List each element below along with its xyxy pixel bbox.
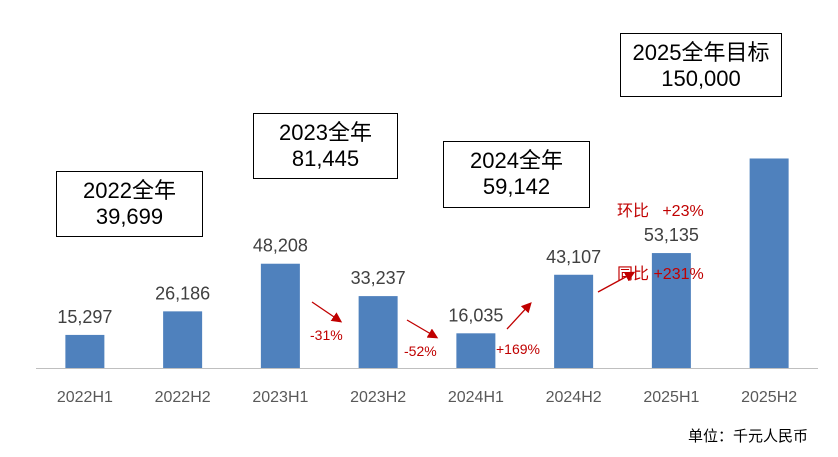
bar-2024H2 (554, 274, 594, 368)
tick-label-2025H1: 2025H1 (643, 389, 699, 406)
data-label-2025H1: 53,135 (644, 225, 699, 245)
annual-box-2023: 2023全年 81,445 (253, 113, 398, 179)
bar-2022H2 (163, 311, 203, 368)
arrow-rise-2025h1 (597, 271, 636, 293)
annual-box-2022-value: 39,699 (95, 204, 164, 229)
data-label-2023H1: 48,208 (253, 236, 308, 256)
annual-box-2024-value: 59,142 (482, 174, 551, 199)
data-label-2022H1: 15,297 (57, 307, 112, 327)
tick-label-2023H2: 2023H2 (350, 389, 406, 406)
annual-box-2023-value: 81,445 (291, 146, 360, 171)
annual-box-2024: 2024全年 59,142 (443, 141, 590, 208)
arrow-decline-2024h1 (406, 319, 439, 339)
bar-2022H1 (65, 334, 105, 368)
change-label-2024h1: -52% (404, 343, 437, 359)
change-label-2024h2: +169% (496, 341, 540, 357)
growth-rates-2025h1: 环比 +23% 同比 +231% (617, 159, 704, 306)
tick-label-2024H2: 2024H2 (546, 389, 602, 406)
yoy-rate: 同比 +231% (617, 266, 704, 283)
qoq-rate: 环比 +23% (617, 203, 704, 220)
tick-label-2022H2: 2022H2 (155, 389, 211, 406)
arrow-rise-2024h2 (506, 302, 532, 330)
change-label-2023h2: -31% (310, 327, 343, 343)
bar-2025H2 (749, 158, 789, 368)
annual-box-2022-label: 2022全年 (83, 178, 176, 203)
bar-2024H1 (456, 333, 496, 368)
annual-box-2025-target: 2025全年目标 150,000 (620, 33, 782, 97)
tick-label-2022H1: 2022H1 (57, 389, 113, 406)
tick-label-2023H1: 2023H1 (252, 389, 308, 406)
unit-note: 单位：千元人民币 (687, 428, 808, 445)
bar-2025H1 (651, 253, 691, 368)
bar-2023H2 (358, 296, 398, 368)
tick-label-2024H1: 2024H1 (448, 389, 504, 406)
annual-box-2022: 2022全年 39,699 (56, 171, 203, 237)
data-label-2024H2: 43,107 (546, 247, 601, 267)
arrow-decline-2023h2 (311, 301, 343, 323)
bar-2023H1 (260, 263, 300, 368)
tick-label-2025H2: 2025H2 (741, 389, 797, 406)
annual-box-2025-label: 2025全年目标 (632, 40, 770, 65)
annual-box-2025-value: 150,000 (661, 66, 741, 91)
annual-box-2024-label: 2024全年 (470, 148, 563, 173)
data-label-2022H2: 26,186 (155, 283, 210, 303)
annual-box-2023-label: 2023全年 (279, 120, 372, 145)
data-label-2024H1: 16,035 (448, 305, 503, 325)
data-label-2023H2: 33,237 (351, 268, 406, 288)
